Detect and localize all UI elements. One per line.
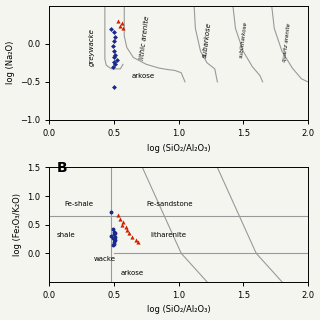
X-axis label: log (SiO₂/Al₂O₃): log (SiO₂/Al₂O₃): [147, 306, 210, 315]
Text: Fe-sandstone: Fe-sandstone: [146, 201, 193, 207]
Text: sublitharkose: sublitharkose: [238, 21, 248, 59]
Text: arkose: arkose: [132, 73, 155, 79]
Text: litharenite: litharenite: [150, 232, 186, 238]
Text: wacke: wacke: [93, 256, 115, 262]
X-axis label: log (SiO₂/Al₂O₃): log (SiO₂/Al₂O₃): [147, 144, 210, 153]
Text: greywacke: greywacke: [89, 28, 95, 67]
Text: subarkose: subarkose: [202, 22, 212, 58]
Y-axis label: log (Na₂O): log (Na₂O): [5, 41, 14, 84]
Y-axis label: log (Fe₂O₃/K₂O): log (Fe₂O₃/K₂O): [12, 193, 21, 256]
Text: shale: shale: [57, 232, 76, 238]
Text: arkose: arkose: [120, 270, 143, 276]
Text: lithic arenite: lithic arenite: [139, 15, 151, 60]
Text: B: B: [57, 161, 68, 175]
Text: Fe-shale: Fe-shale: [65, 201, 94, 207]
Text: quartz arenite: quartz arenite: [282, 23, 292, 62]
